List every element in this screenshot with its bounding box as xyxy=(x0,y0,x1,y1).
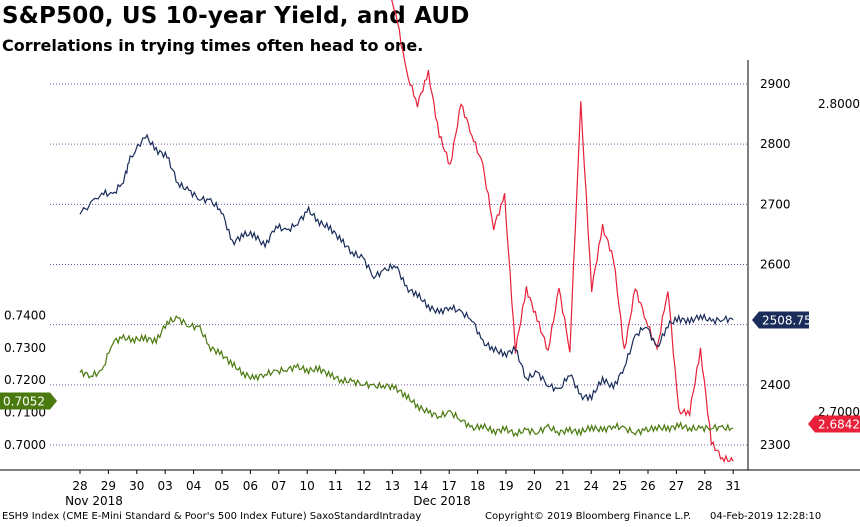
x-tick-label: 25 xyxy=(612,479,627,493)
axis-ticks: 0.74000.73000.72000.71000.70002900280027… xyxy=(4,77,860,508)
x-tick-label: 26 xyxy=(640,479,655,493)
x-tick-label: 21 xyxy=(555,479,570,493)
x-tick-label: 18 xyxy=(470,479,485,493)
last-value-tags: 2508.75 2.6842 0.7052 xyxy=(0,311,860,433)
footer-timestamp: 04-Feb-2019 12:28:10 xyxy=(710,511,822,522)
chart-title: S&P500, US 10-year Yield, and AUD xyxy=(2,3,470,29)
x-tick-label: 06 xyxy=(243,479,258,493)
yield-last-value-tag: 2.6842 xyxy=(808,415,860,433)
x-tick-label: 30 xyxy=(129,479,144,493)
x-tick-label: 17 xyxy=(442,479,457,493)
x-tick-label: 27 xyxy=(669,479,684,493)
gridlines xyxy=(0,60,860,471)
aud-last-value-tag-bg xyxy=(0,392,57,410)
aud-tick-label: 0.7400 xyxy=(4,308,46,322)
footer-copyright: Copyright© 2019 Bloomberg Finance L.P. xyxy=(485,511,692,522)
spx-tick-label: 2600 xyxy=(760,258,791,272)
chart-subtitle: Correlations in trying times often head … xyxy=(2,36,424,55)
aud-tick-label: 0.7300 xyxy=(4,341,46,355)
spx-last-value-tag-text: 2508.75 xyxy=(762,314,812,328)
x-tick-label: 11 xyxy=(328,479,343,493)
aud-series-line xyxy=(79,315,734,438)
aud-tick-label: 0.7200 xyxy=(4,373,46,387)
aud-last-value-tag-text: 0.7052 xyxy=(3,395,45,409)
x-tick-label: 07 xyxy=(271,479,286,493)
yield-last-value-tag-text: 2.6842 xyxy=(818,418,860,432)
spx-series-line xyxy=(79,133,734,402)
month-label: Nov 2018 xyxy=(65,494,123,508)
x-tick-label: 12 xyxy=(356,479,371,493)
x-tick-label: 29 xyxy=(101,479,116,493)
x-tick-label: 04 xyxy=(186,479,201,493)
x-tick-label: 13 xyxy=(385,479,400,493)
spx-tick-label: 2700 xyxy=(760,197,791,211)
spx-tick-label: 2800 xyxy=(760,137,791,151)
yield-series-line xyxy=(391,0,734,463)
yield-tick-label: 2.8000 xyxy=(818,97,860,111)
x-tick-label: 14 xyxy=(413,479,428,493)
x-tick-label: 28 xyxy=(697,479,712,493)
spx-tick-label: 2900 xyxy=(760,77,791,91)
spx-tick-label: 2400 xyxy=(760,378,791,392)
spx-last-value-tag-bg xyxy=(752,311,809,329)
x-tick-label: 10 xyxy=(300,479,315,493)
aud-last-value-tag: 0.7052 xyxy=(0,392,57,410)
x-tick-label: 20 xyxy=(527,479,542,493)
series-lines xyxy=(79,0,734,463)
aud-tick-label: 0.7000 xyxy=(4,438,46,452)
x-tick-label: 31 xyxy=(726,479,741,493)
spx-tick-label: 2300 xyxy=(760,438,791,452)
yield-last-value-tag-bg xyxy=(808,415,860,433)
spx-last-value-tag: 2508.75 xyxy=(752,311,812,329)
month-label: Dec 2018 xyxy=(413,494,471,508)
footer-source: ESH9 Index (CME E-Mini Standard & Poor's… xyxy=(2,511,422,522)
x-tick-label: 19 xyxy=(498,479,513,493)
x-tick-label: 05 xyxy=(214,479,229,493)
x-tick-label: 28 xyxy=(72,479,87,493)
x-tick-label: 03 xyxy=(158,479,173,493)
x-tick-label: 24 xyxy=(584,479,599,493)
